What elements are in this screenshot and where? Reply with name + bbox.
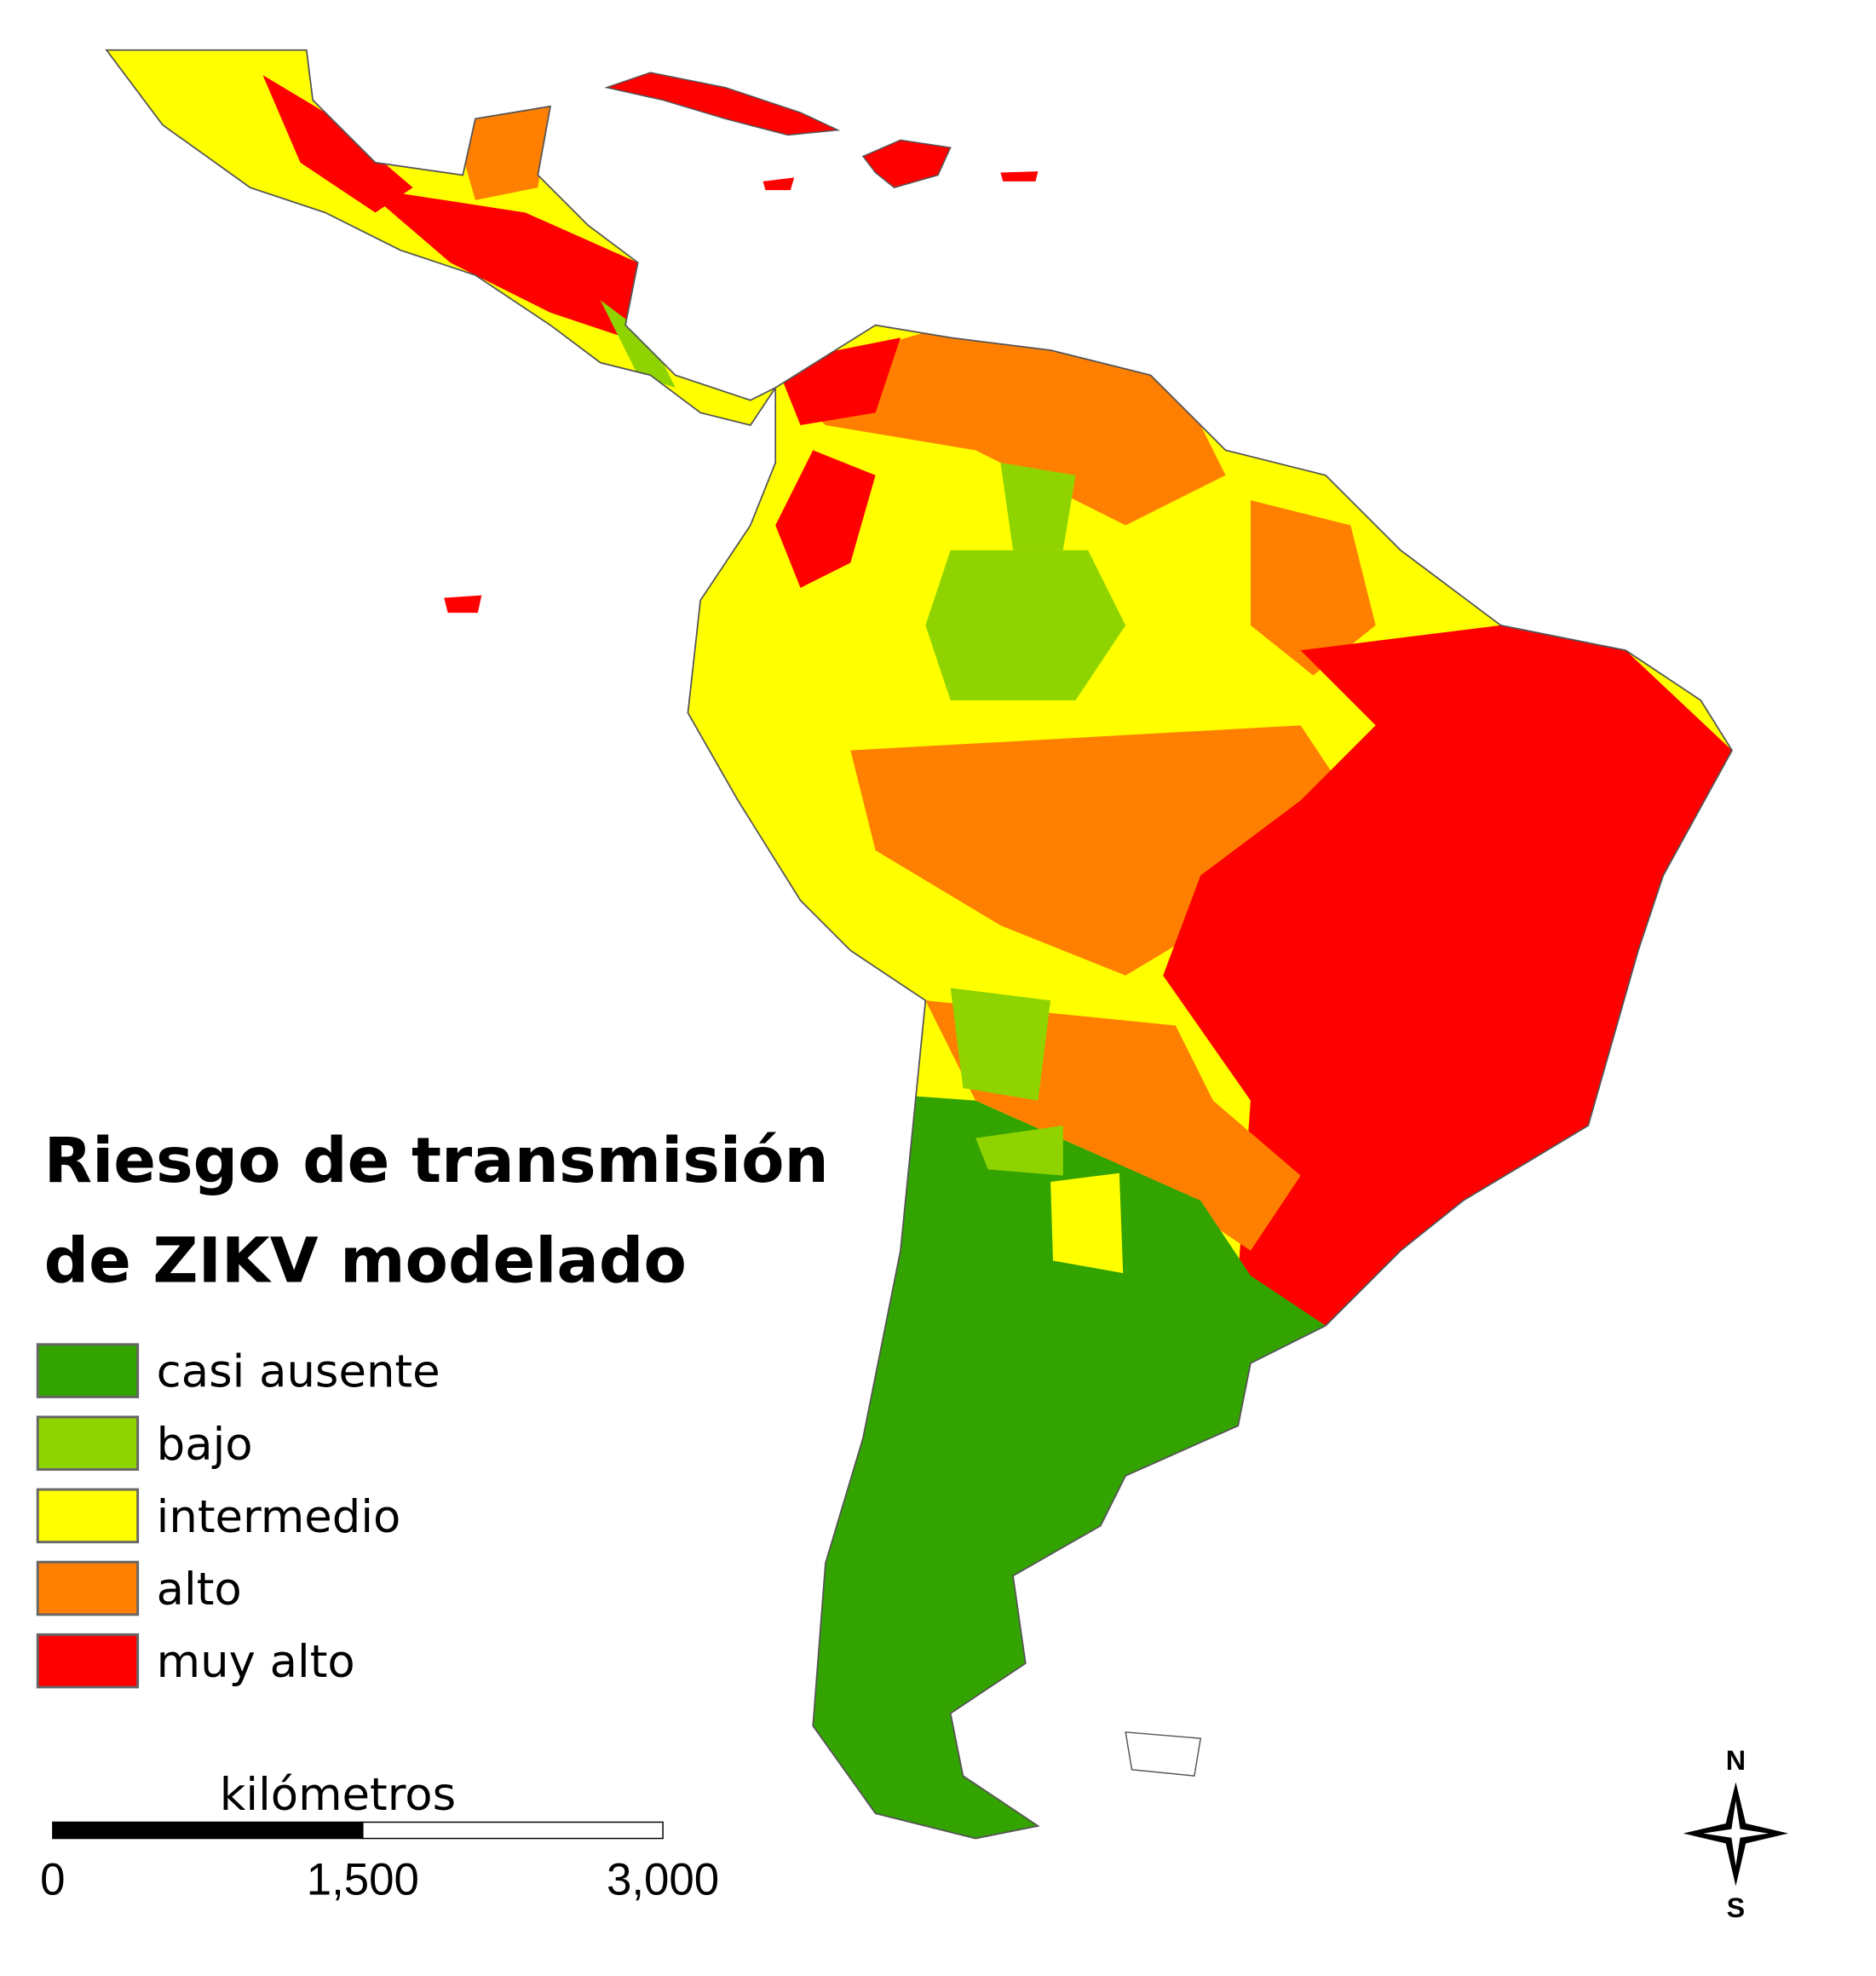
region: [262, 75, 413, 213]
legend-swatch: [36, 1560, 140, 1616]
region: [1050, 1172, 1124, 1274]
south-america: [688, 325, 1733, 1839]
coastline: [105, 49, 778, 427]
island: [861, 139, 952, 188]
legend: casi ausente bajo intermedio alto muy alto: [36, 1343, 440, 1689]
legend-swatch: [36, 1488, 140, 1544]
island: [1125, 1731, 1202, 1777]
legend-title: de ZIKV modelado: [44, 1224, 687, 1297]
island: [604, 72, 841, 136]
scale-label: 1,500: [307, 1855, 419, 1905]
legend-label: bajo: [157, 1419, 253, 1471]
scale-bar: [362, 1821, 664, 1840]
region: [925, 550, 1126, 700]
region: [362, 187, 638, 338]
region: [1250, 500, 1376, 676]
compass-north: N: [1726, 1745, 1746, 1776]
region: [975, 1125, 1063, 1176]
region: [775, 800, 951, 1001]
region: [1000, 463, 1076, 550]
legend-label: muy alto: [157, 1636, 355, 1688]
legend-label: intermedio: [157, 1491, 401, 1543]
compass-south: S: [1727, 1892, 1746, 1923]
island: [762, 177, 795, 191]
scale-unit: kilómetros: [220, 1769, 456, 1821]
region: [450, 106, 551, 200]
scale-label: 0: [40, 1855, 65, 1905]
region: [775, 450, 876, 588]
legend-title: Riesgo de transmisión: [44, 1125, 829, 1197]
coastline: [687, 324, 1734, 1840]
region: [1163, 625, 1733, 1326]
island: [1000, 171, 1039, 181]
legend-swatch: [36, 1415, 140, 1472]
legend-label: casi ausente: [157, 1346, 440, 1398]
legend-swatch: [36, 1343, 140, 1398]
region: [950, 988, 1051, 1101]
compass-rose: [1703, 1800, 1769, 1866]
scale-label: 3,000: [607, 1855, 719, 1905]
island: [444, 595, 482, 614]
legend-label: alto: [157, 1564, 242, 1616]
region: [600, 300, 676, 388]
legend-swatch: [36, 1633, 140, 1689]
scale-bar: [52, 1821, 364, 1840]
